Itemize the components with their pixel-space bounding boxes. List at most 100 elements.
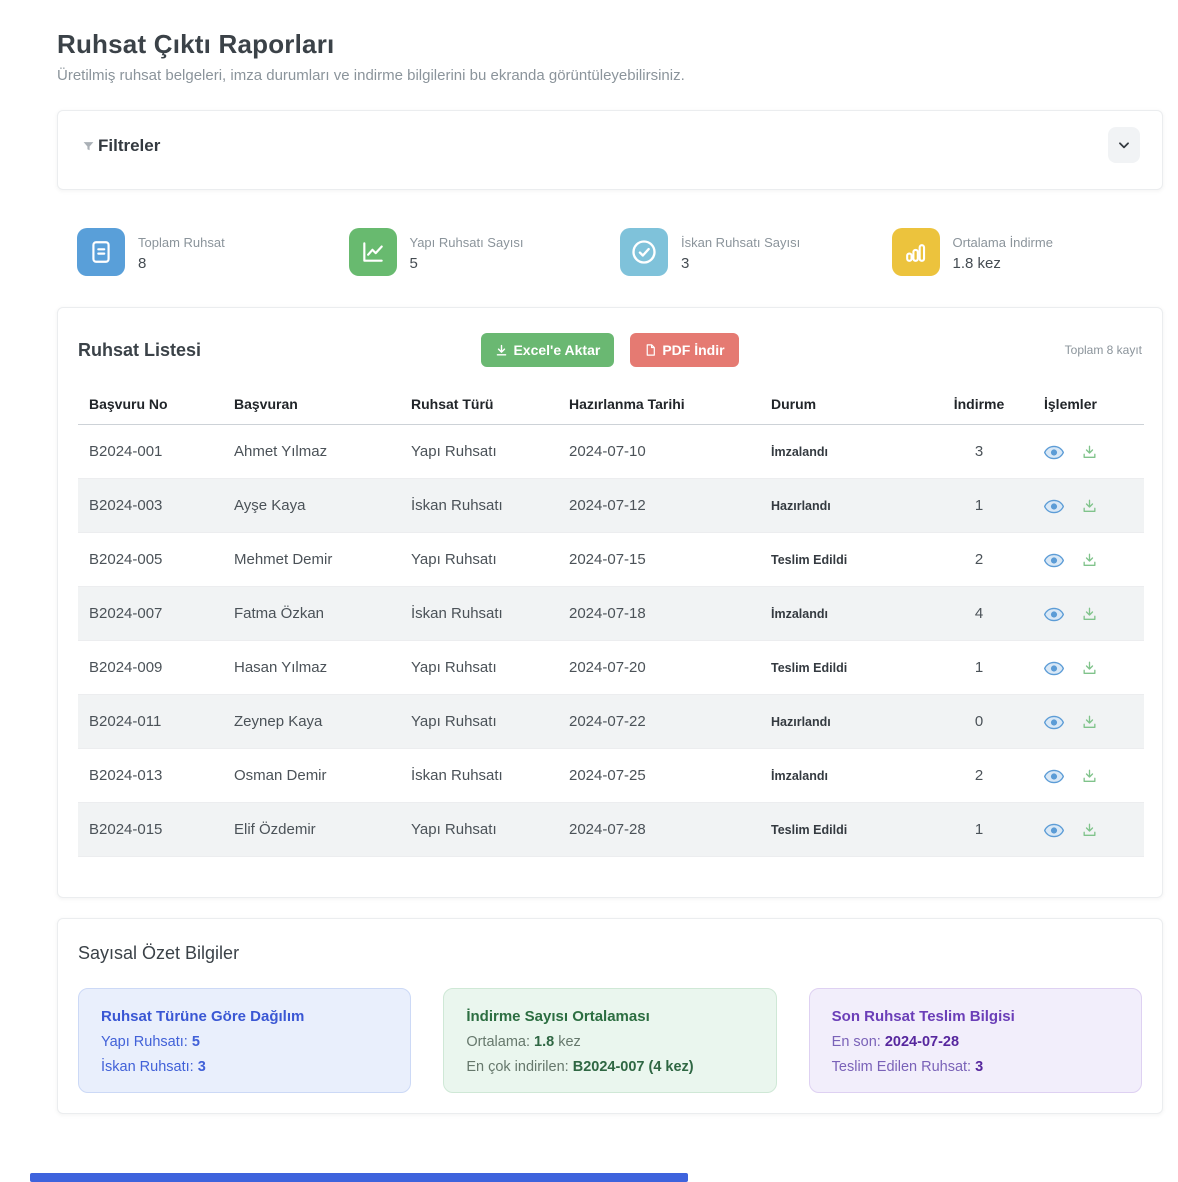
col-header-ruhsat-turu: Ruhsat Türü — [400, 384, 558, 425]
cell-islemler — [1033, 586, 1144, 641]
download-icon[interactable] — [1081, 714, 1098, 730]
download-icon[interactable] — [1081, 498, 1098, 514]
summary-panel: Sayısal Özet Bilgiler Ruhsat Türüne Göre… — [57, 918, 1163, 1114]
col-header-indirme: İndirme — [925, 384, 1033, 425]
col-header-islemler: İşlemler — [1033, 384, 1144, 425]
cell-ruhsat-turu: Yapı Ruhsatı — [400, 532, 558, 587]
cell-basvuran: Zeynep Kaya — [223, 694, 400, 749]
table-row: B2024-007 Fatma Özkan İskan Ruhsatı 2024… — [78, 586, 1144, 641]
table-row: B2024-013 Osman Demir İskan Ruhsatı 2024… — [78, 748, 1144, 803]
stat-building-permits: Yapı Ruhsatı Sayısı 5 — [348, 228, 621, 276]
chevron-down-icon — [1117, 138, 1131, 152]
summary-line: Teslim Edilen Ruhsat: 3 — [831, 1059, 984, 1075]
funnel-icon — [82, 140, 95, 153]
permits-table: Başvuru No Başvuran Ruhsat Türü Hazırlan… — [78, 384, 1144, 857]
cell-hazirlanma-tarihi: 2024-07-25 — [558, 748, 760, 803]
stat-occupancy-permits: İskan Ruhsatı Sayısı 3 — [620, 228, 892, 276]
stat-value: 5 — [409, 255, 418, 272]
download-icon[interactable] — [1081, 768, 1098, 784]
check-circle-icon — [620, 228, 668, 276]
download-icon[interactable] — [1081, 660, 1098, 676]
stat-label: Yapı Ruhsatı Sayısı — [409, 235, 524, 250]
cell-indirme: 3 — [925, 424, 1033, 479]
cell-basvuru-no: B2024-013 — [78, 748, 223, 803]
cell-durum: İmzalandı — [760, 748, 925, 803]
stat-average-downloads: Ortalama İndirme 1.8 kez — [891, 228, 1164, 276]
cell-hazirlanma-tarihi: 2024-07-10 — [558, 424, 760, 479]
summary-line: En son: 2024-07-28 — [831, 1034, 960, 1050]
view-icon[interactable] — [1044, 553, 1064, 568]
stat-label: Toplam Ruhsat — [138, 235, 225, 250]
list-title: Ruhsat Listesi — [78, 339, 202, 360]
file-icon — [644, 343, 657, 357]
cell-durum: Hazırlandı — [760, 694, 925, 749]
table-row: B2024-003 Ayşe Kaya İskan Ruhsatı 2024-0… — [78, 478, 1144, 533]
cell-indirme: 1 — [925, 802, 1033, 857]
cell-ruhsat-turu: İskan Ruhsatı — [400, 478, 558, 533]
cell-basvuran: Ayşe Kaya — [223, 478, 400, 533]
cell-basvuran: Hasan Yılmaz — [223, 640, 400, 695]
view-icon[interactable] — [1044, 661, 1064, 676]
list-header: Ruhsat Listesi Excel'e Aktar PDF İndir T… — [78, 328, 1142, 372]
summary-card-download-average: İndirme Sayısı Ortalaması Ortalama: 1.8 … — [443, 988, 777, 1093]
view-icon[interactable] — [1044, 445, 1064, 460]
cell-islemler — [1033, 748, 1144, 803]
cell-islemler — [1033, 478, 1144, 533]
view-icon[interactable] — [1044, 499, 1064, 514]
table-row: B2024-015 Elif Özdemir Yapı Ruhsatı 2024… — [78, 802, 1144, 857]
cell-durum: İmzalandı — [760, 424, 925, 479]
cell-basvuran: Osman Demir — [223, 748, 400, 803]
cell-durum: Teslim Edildi — [760, 640, 925, 695]
summary-title: Sayısal Özet Bilgiler — [78, 943, 240, 963]
bar-chart-icon — [891, 228, 940, 276]
cell-ruhsat-turu: Yapı Ruhsatı — [400, 424, 558, 479]
cell-indirme: 2 — [925, 748, 1033, 803]
cell-islemler — [1033, 802, 1144, 857]
cell-hazirlanma-tarihi: 2024-07-20 — [558, 640, 760, 695]
table-row: B2024-009 Hasan Yılmaz Yapı Ruhsatı 2024… — [78, 640, 1144, 695]
cell-hazirlanma-tarihi: 2024-07-12 — [558, 478, 760, 533]
view-icon[interactable] — [1044, 607, 1064, 622]
col-header-durum: Durum — [760, 384, 925, 425]
download-icon[interactable] — [1081, 552, 1098, 568]
cell-islemler — [1033, 640, 1144, 695]
download-icon[interactable] — [1081, 822, 1098, 838]
export-pdf-button[interactable]: PDF İndir — [630, 333, 739, 367]
cell-indirme: 1 — [925, 478, 1033, 533]
summary-card-permit-distribution: Ruhsat Türüne Göre Dağılım Yapı Ruhsatı:… — [78, 988, 412, 1093]
export-excel-button[interactable]: Excel'e Aktar — [481, 333, 615, 367]
summary-line: Ortalama: 1.8 kez — [466, 1034, 581, 1050]
col-header-basvuran: Başvuran — [223, 384, 400, 425]
cell-basvuru-no: B2024-007 — [78, 586, 223, 641]
download-icon[interactable] — [1081, 444, 1098, 460]
line-chart-icon — [348, 228, 397, 276]
summary-card-last-delivery: Son Ruhsat Teslim Bilgisi En son: 2024-0… — [808, 988, 1142, 1093]
cell-basvuru-no: B2024-009 — [78, 640, 223, 695]
table-row: B2024-011 Zeynep Kaya Yapı Ruhsatı 2024-… — [78, 694, 1144, 749]
view-icon[interactable] — [1044, 715, 1064, 730]
total-records-label: Toplam 8 kayıt — [1064, 343, 1143, 357]
stat-value: 1.8 kez — [952, 255, 1001, 272]
permit-list-panel: Ruhsat Listesi Excel'e Aktar PDF İndir T… — [57, 307, 1163, 898]
cell-ruhsat-turu: Yapı Ruhsatı — [400, 694, 558, 749]
stat-label: Ortalama İndirme — [952, 235, 1053, 250]
document-icon — [77, 228, 125, 276]
cell-indirme: 4 — [925, 586, 1033, 641]
filters-title-label: Filtreler — [98, 136, 161, 155]
summary-line: En çok indirilen: B2024-007 (4 kez) — [466, 1059, 694, 1075]
view-icon[interactable] — [1044, 823, 1064, 838]
cell-basvuran: Elif Özdemir — [223, 802, 400, 857]
table-row: B2024-001 Ahmet Yılmaz Yapı Ruhsatı 2024… — [78, 424, 1144, 479]
filters-collapse-button[interactable] — [1108, 127, 1140, 163]
cell-basvuru-no: B2024-011 — [78, 694, 223, 749]
table-row: B2024-005 Mehmet Demir Yapı Ruhsatı 2024… — [78, 532, 1144, 587]
cell-islemler — [1033, 424, 1144, 479]
cell-hazirlanma-tarihi: 2024-07-22 — [558, 694, 760, 749]
download-icon — [495, 344, 508, 357]
download-icon[interactable] — [1081, 606, 1098, 622]
cell-basvuru-no: B2024-003 — [78, 478, 223, 533]
cell-islemler — [1033, 532, 1144, 587]
col-header-basvuru-no: Başvuru No — [78, 384, 223, 425]
cell-hazirlanma-tarihi: 2024-07-18 — [558, 586, 760, 641]
view-icon[interactable] — [1044, 769, 1064, 784]
